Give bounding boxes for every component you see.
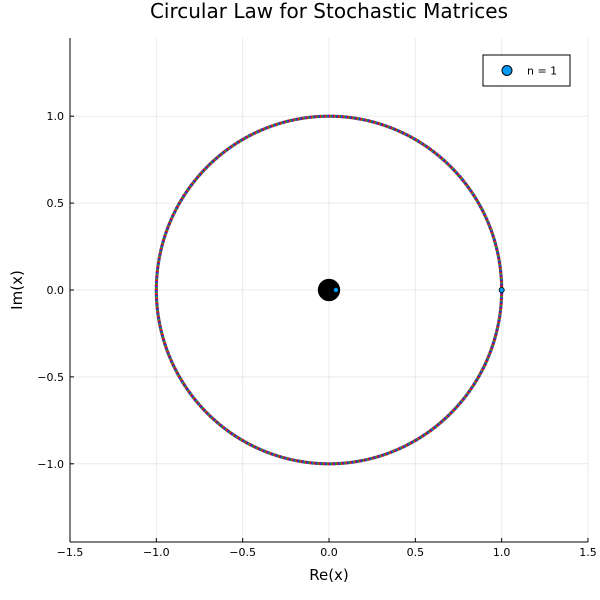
legend-marker	[501, 65, 513, 76]
y-tick-label: 0.5	[47, 197, 65, 210]
axes	[69, 38, 589, 543]
y-axis-label: Im(x)	[8, 270, 26, 310]
y-tick-label: 0.0	[47, 284, 65, 297]
x-tick-label: 0.0	[320, 546, 338, 559]
y-tick-label: 1.0	[47, 110, 65, 123]
y-tick-label: −0.5	[37, 371, 64, 384]
central-cluster	[317, 278, 341, 302]
series-point	[498, 286, 505, 293]
series-point	[332, 286, 339, 293]
x-axis-label: Re(x)	[309, 566, 349, 584]
series-points	[332, 286, 505, 293]
circle-eigenvalue-points	[154, 114, 504, 466]
x-tick-label: 1.5	[579, 546, 597, 559]
x-tick-label: −1.0	[143, 546, 170, 559]
legend: n = 1	[482, 54, 571, 87]
x-tick-label: −0.5	[229, 546, 256, 559]
x-tick-labels: −1.5 −1.0 −0.5 0.0 0.5 1.0 1.5	[57, 546, 597, 559]
chart-title: Circular Law for Stochastic Matrices	[150, 0, 508, 23]
x-tick-label: 0.5	[407, 546, 425, 559]
x-tick-label: 1.0	[493, 546, 511, 559]
legend-box	[482, 54, 571, 87]
legend-label-n-1: n = 1	[527, 65, 557, 78]
x-tick-label: −1.5	[57, 546, 84, 559]
y-tick-labels: −1.0 −0.5 0.0 0.5 1.0	[37, 110, 64, 471]
y-tick-label: −1.0	[37, 458, 64, 471]
